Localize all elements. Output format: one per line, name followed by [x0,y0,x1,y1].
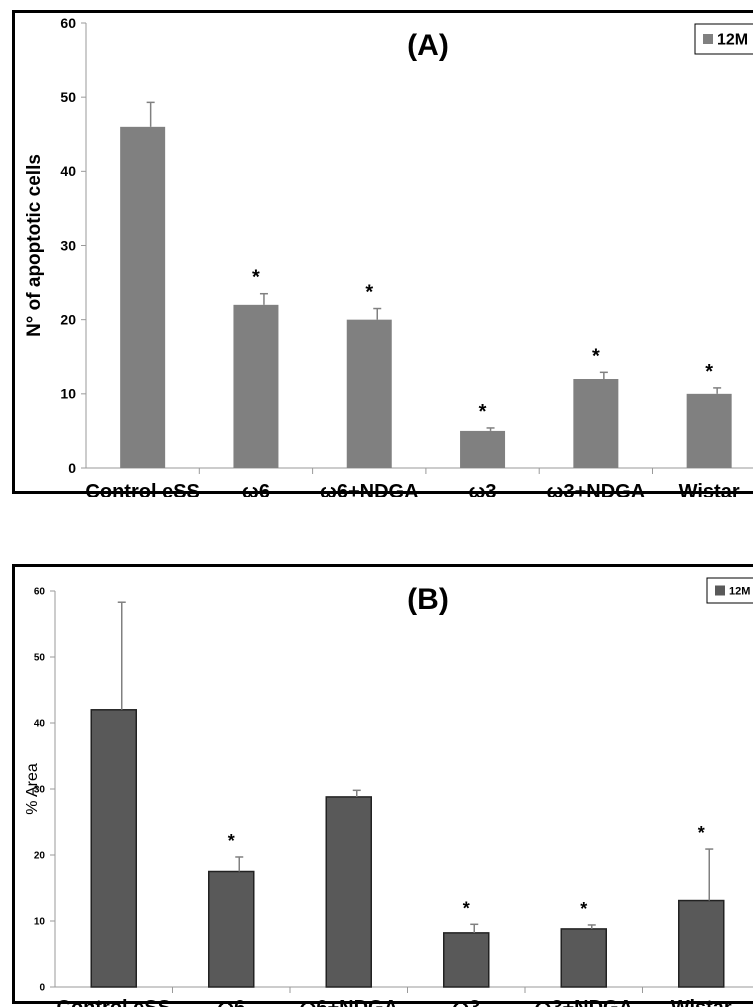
legend-label: 12M [717,32,748,49]
chart-title: (A) [407,29,449,62]
x-category-label: ω3+NDGA [547,481,646,497]
chart-a-svg: 0 10 20 30 40 50 60 N° of apoptotic cells (A) Con… [24,15,753,497]
legend: 12M [694,23,753,55]
y-tick-label: 50 [60,89,76,105]
x-category-label: Control eSS [85,481,199,497]
bar [90,709,137,988]
chart-title: (B) [407,583,449,616]
x-category-label: ω6 [217,997,245,1007]
bar [460,430,506,468]
bar [233,304,279,468]
significance-star: * [705,361,713,383]
bar [560,928,607,988]
significance-star: * [580,899,587,919]
bar [346,319,392,468]
y-tick-label: 10 [60,386,76,402]
y-tick-label: 0 [68,460,76,476]
significance-star: * [463,898,470,918]
bar [208,870,255,988]
y-axis-label: % Area [24,763,41,815]
y-tick-label: 20 [60,312,76,328]
chart-b-svg: 0 10 20 30 40 50 60 % Area (B) Control eSS * ω6 ω6+N… [24,577,753,1007]
y-tick-label: 60 [34,587,46,598]
legend-box [706,577,753,604]
significance-star: * [479,401,487,423]
x-category-label: ω3 [469,481,497,497]
bar [573,379,619,468]
x-category-label: ω6+NDGA [299,997,398,1007]
x-category-label: Wistar [671,997,732,1007]
legend-swatch [703,34,713,44]
legend: 12M [706,577,753,604]
bar [443,932,490,988]
significance-star: * [592,345,600,367]
bar [686,393,732,468]
panel-a: 0 10 20 30 40 50 60 N° of apoptotic cells (A) Con… [12,10,753,497]
x-category-label: ω6 [242,481,270,497]
significance-star: * [228,831,235,851]
y-tick-label: 60 [60,15,76,31]
y-tick-label: 30 [60,237,76,253]
significance-star: * [365,282,373,304]
y-tick-label: 40 [60,163,76,179]
legend-label: 12M [729,585,750,597]
x-category-label: ω3+NDGA [534,997,633,1007]
significance-star: * [698,823,705,843]
y-tick-label: 10 [34,917,46,928]
x-category-label: Wistar [679,481,740,497]
x-category-label: ω3 [452,997,480,1007]
significance-star: * [252,267,260,289]
y-tick-label: 20 [34,851,46,862]
y-tick-label: 40 [34,719,46,730]
bar [678,899,725,988]
legend-swatch [715,585,725,596]
y-tick-label: 50 [34,653,46,664]
y-tick-label: 0 [39,983,45,994]
panel-b: 0 10 20 30 40 50 60 % Area (B) Control eSS * ω6 ω6+N… [12,564,753,1007]
x-category-label: ω6+NDGA [320,481,419,497]
x-category-label: Control eSS [57,997,171,1007]
bar [325,796,372,988]
y-tick-label: 30 [34,785,46,796]
y-axis-label: N° of apoptotic cells [24,154,45,337]
bar [120,126,166,468]
